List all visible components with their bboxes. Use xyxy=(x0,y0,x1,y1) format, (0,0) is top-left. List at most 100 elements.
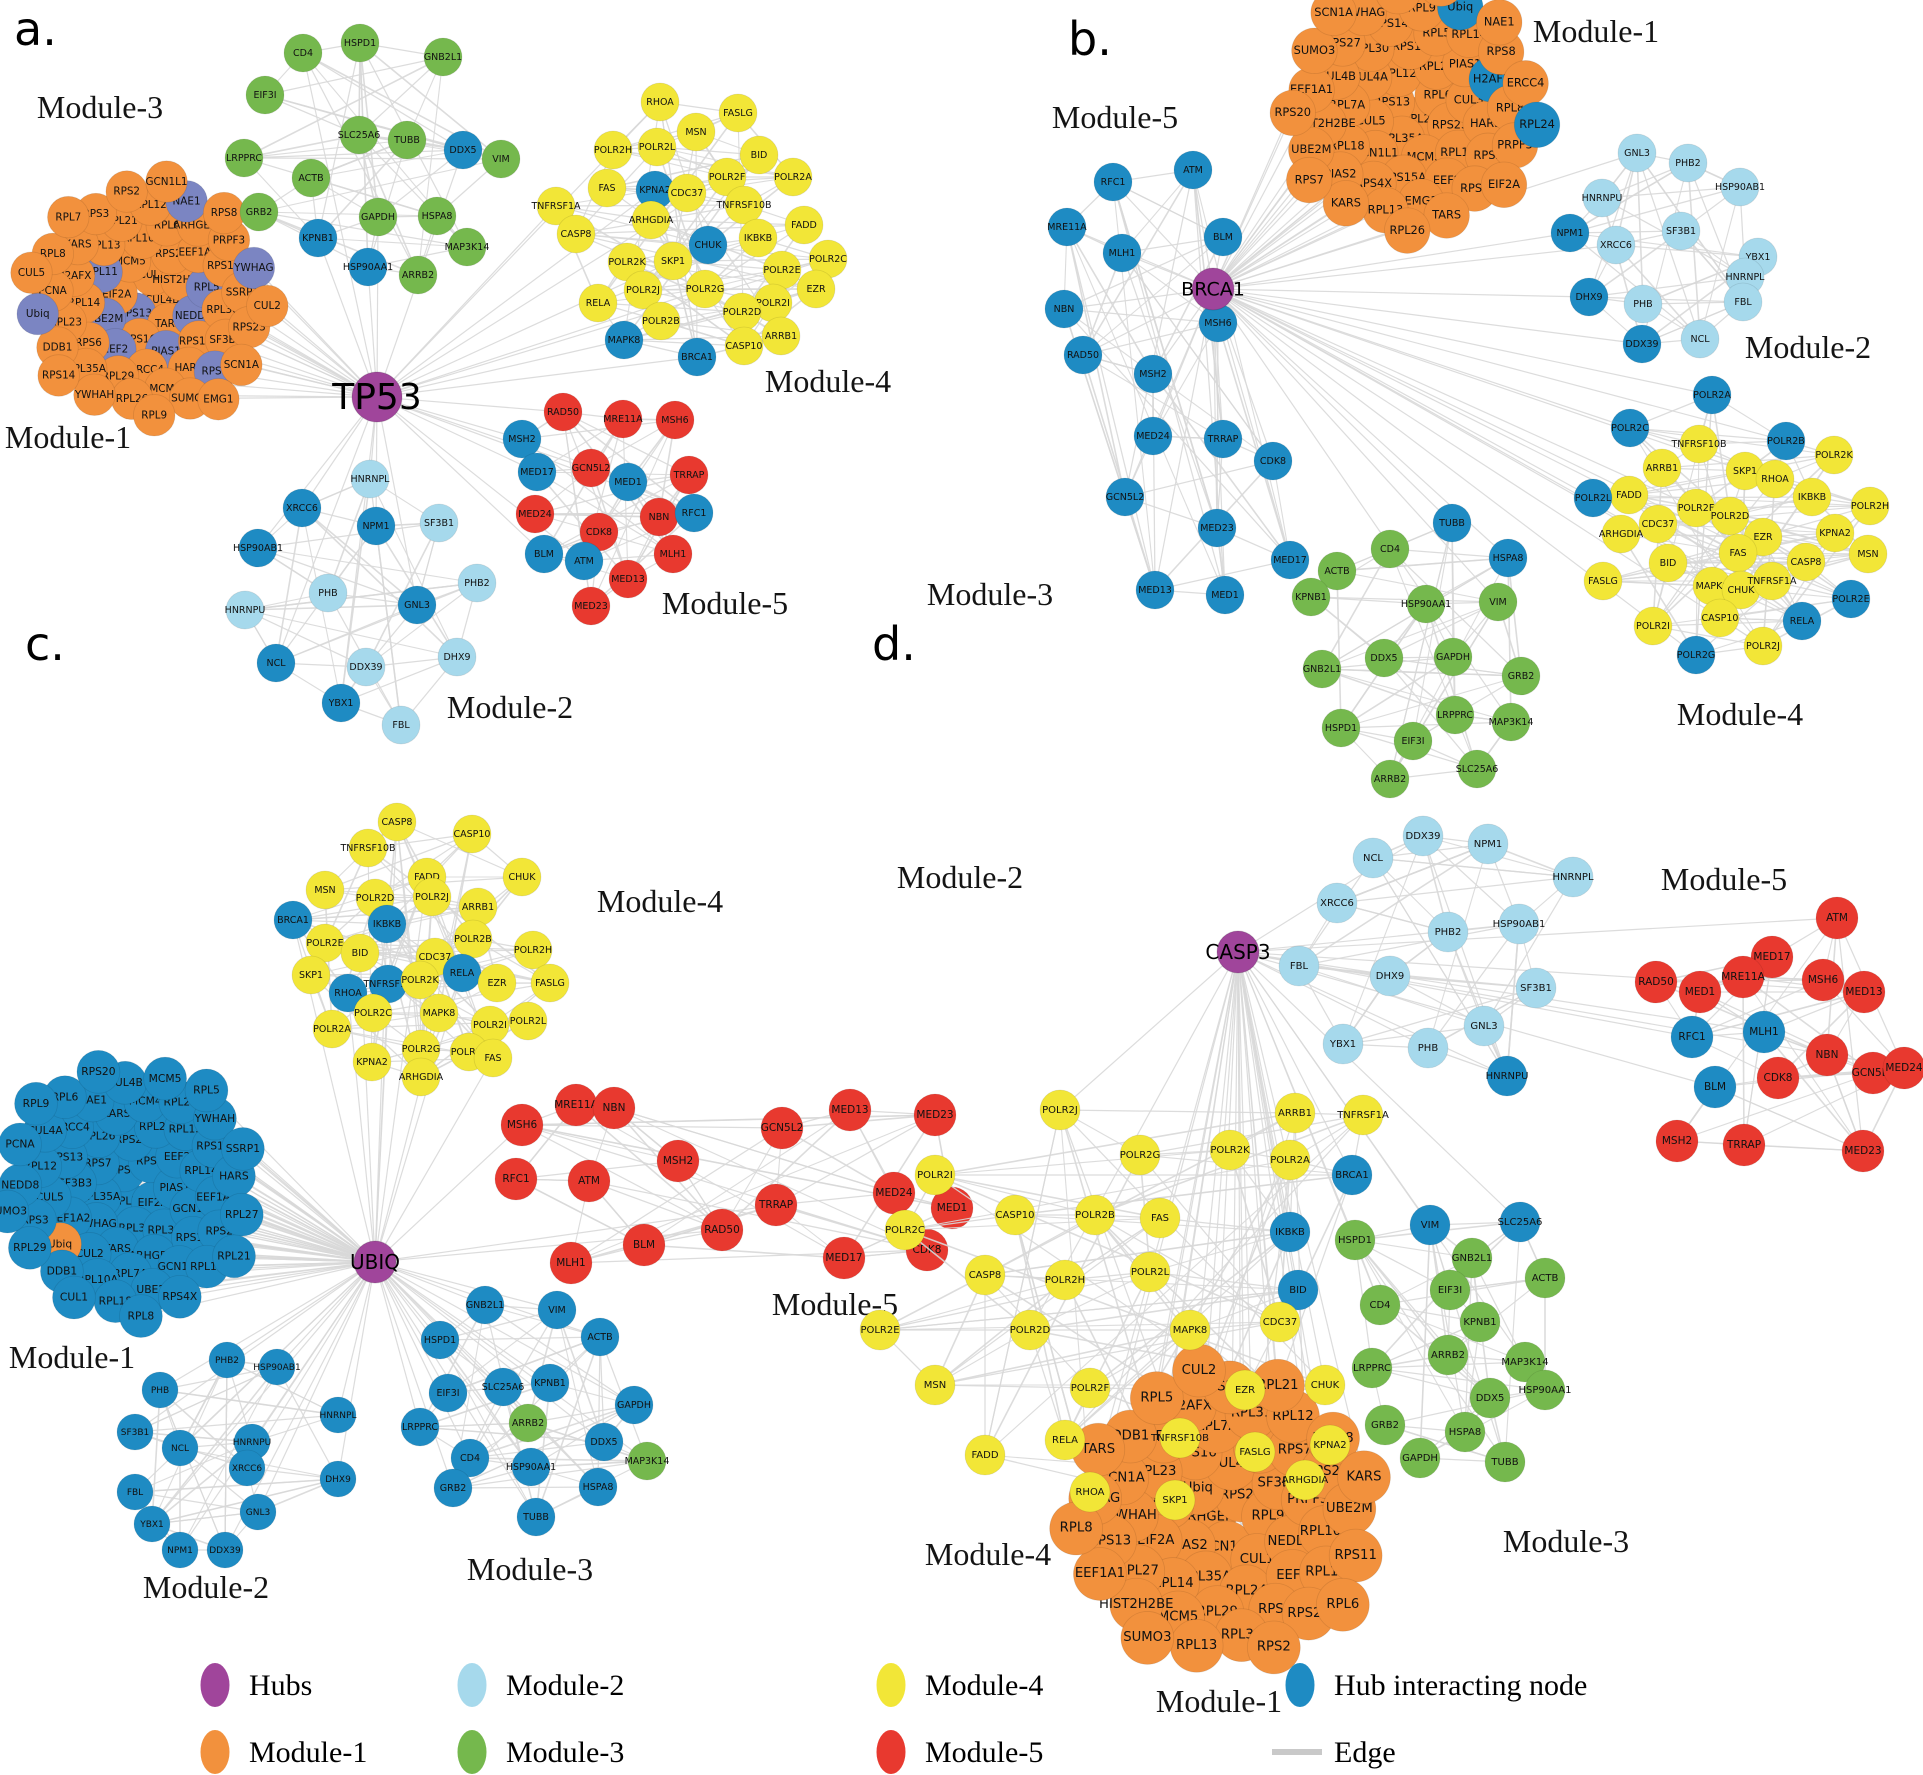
node-ACTB[interactable] xyxy=(580,1317,620,1357)
node-ACTB[interactable] xyxy=(1317,551,1357,591)
node-RFC1[interactable] xyxy=(1093,162,1133,202)
node-HNRNPU[interactable] xyxy=(225,590,265,630)
hub-node-CASP3[interactable] xyxy=(1216,930,1260,974)
node-CHUK[interactable] xyxy=(1304,1364,1346,1406)
node-MAPK8[interactable] xyxy=(1169,1309,1211,1351)
node-CASP10[interactable] xyxy=(452,814,492,854)
node-GNB2L1[interactable] xyxy=(423,37,463,77)
node-POLR2C[interactable] xyxy=(884,1209,926,1251)
node-POLR2G[interactable] xyxy=(1676,635,1716,675)
node-MSH2[interactable] xyxy=(1133,354,1173,394)
node-TNFRSF1A[interactable] xyxy=(1342,1094,1384,1136)
node-MSH6[interactable] xyxy=(655,400,695,440)
node-POLR2I[interactable] xyxy=(1633,606,1673,646)
node-TRRAP[interactable] xyxy=(754,1183,798,1227)
node-POLR2L[interactable] xyxy=(508,1001,548,1041)
node-KPNA2[interactable] xyxy=(1815,513,1855,553)
node-SLC25A6[interactable] xyxy=(339,115,379,155)
node-TNFRSF10B[interactable] xyxy=(1159,1417,1201,1459)
node-PHB[interactable] xyxy=(308,573,348,613)
node-GRB2[interactable] xyxy=(1364,1404,1406,1446)
node-SUMO3[interactable] xyxy=(1291,27,1338,74)
node-POLR2E[interactable] xyxy=(1831,579,1871,619)
node-MAPK8[interactable] xyxy=(419,993,459,1033)
node-SCN1A[interactable] xyxy=(220,343,263,387)
node-GNB2L1[interactable] xyxy=(1451,1237,1493,1279)
node-POLR2J[interactable] xyxy=(1039,1089,1081,1131)
node-KPNB1[interactable] xyxy=(298,218,338,258)
node-TARS[interactable] xyxy=(1423,192,1470,239)
node-HSP90AB1[interactable] xyxy=(258,1348,296,1386)
node-RPL21[interactable] xyxy=(212,1234,256,1279)
node-MAP3K14[interactable] xyxy=(447,227,487,267)
node-BID[interactable] xyxy=(340,933,380,973)
node-Ubiq[interactable] xyxy=(16,292,59,336)
node-GRB2[interactable] xyxy=(433,1468,473,1508)
hub-node-TP53[interactable] xyxy=(351,371,403,423)
node-POLR2B[interactable] xyxy=(641,301,681,341)
node-CUL2[interactable] xyxy=(1172,1343,1226,1398)
node-EZR[interactable] xyxy=(1224,1369,1266,1411)
node-SKP1[interactable] xyxy=(653,241,693,281)
node-ARRB2[interactable] xyxy=(1370,759,1410,799)
node-MRE11A[interactable] xyxy=(1721,955,1765,999)
node-MED13[interactable] xyxy=(828,1088,872,1132)
node-CDC37[interactable] xyxy=(1638,504,1678,544)
node-GAPDH[interactable] xyxy=(614,1385,654,1425)
hub-node-UBIQ[interactable] xyxy=(353,1240,397,1284)
node-POLR2K[interactable] xyxy=(1209,1129,1251,1171)
node-HSPA8[interactable] xyxy=(1444,1411,1486,1453)
node-KPNB1[interactable] xyxy=(530,1363,570,1403)
node-MSH2[interactable] xyxy=(1655,1119,1699,1163)
node-LRPPRC[interactable] xyxy=(1435,695,1475,735)
node-ARRB2[interactable] xyxy=(398,255,438,295)
node-SKP1[interactable] xyxy=(291,955,331,995)
node-HSPD1[interactable] xyxy=(340,23,380,63)
node-FASLG[interactable] xyxy=(718,93,758,133)
node-POLR2K[interactable] xyxy=(400,960,440,1000)
node-ARRB1[interactable] xyxy=(1274,1092,1316,1134)
node-ATM[interactable] xyxy=(1815,896,1859,940)
node-POLR2D[interactable] xyxy=(1710,496,1750,536)
node-XRCC6[interactable] xyxy=(282,488,322,528)
node-PHB2[interactable] xyxy=(208,1341,246,1379)
node-MSH6[interactable] xyxy=(500,1103,544,1147)
node-HSPD1[interactable] xyxy=(420,1320,460,1360)
node-FAS[interactable] xyxy=(1139,1197,1181,1239)
node-MED1[interactable] xyxy=(608,462,648,502)
node-MRE11A[interactable] xyxy=(603,399,643,439)
node-PHB2[interactable] xyxy=(457,563,497,603)
node-TNFRSF10B[interactable] xyxy=(724,185,764,225)
node-FASLG[interactable] xyxy=(530,963,570,1003)
node-RPS20[interactable] xyxy=(76,1049,121,1094)
node-KPNB1[interactable] xyxy=(1291,577,1331,617)
node-MRE11A[interactable] xyxy=(1047,207,1087,247)
node-RHOA[interactable] xyxy=(1755,459,1795,499)
node-FBL[interactable] xyxy=(381,705,421,745)
node-IKBKB[interactable] xyxy=(1269,1211,1311,1253)
node-POLR2J[interactable] xyxy=(1743,626,1783,666)
node-SUMO3[interactable] xyxy=(1120,1611,1175,1665)
node-DHX9[interactable] xyxy=(437,637,477,677)
node-ARHGDIA[interactable] xyxy=(631,200,671,240)
node-CDC37[interactable] xyxy=(667,173,707,213)
node-EIF3I[interactable] xyxy=(245,75,285,115)
node-MED17[interactable] xyxy=(517,452,557,492)
node-SF3B1[interactable] xyxy=(1515,967,1557,1009)
node-ERCC4[interactable] xyxy=(1502,60,1549,107)
node-PHB[interactable] xyxy=(141,1371,179,1409)
node-CDK8[interactable] xyxy=(1253,441,1293,481)
node-MAP3K14[interactable] xyxy=(1491,702,1531,742)
node-RELA[interactable] xyxy=(1044,1419,1086,1461)
node-MED13[interactable] xyxy=(608,559,648,599)
node-NCL[interactable] xyxy=(161,1429,199,1467)
node-SCN1A[interactable] xyxy=(1310,0,1357,36)
node-SKP1[interactable] xyxy=(1154,1479,1196,1521)
node-GAPDH[interactable] xyxy=(358,197,398,237)
node-EMG1[interactable] xyxy=(197,378,240,421)
node-NPM1[interactable] xyxy=(356,506,396,546)
node-TUBB[interactable] xyxy=(516,1497,556,1537)
node-MSN[interactable] xyxy=(676,112,716,152)
node-MRE11A[interactable] xyxy=(554,1083,598,1127)
node-POLR2A[interactable] xyxy=(1692,375,1732,415)
